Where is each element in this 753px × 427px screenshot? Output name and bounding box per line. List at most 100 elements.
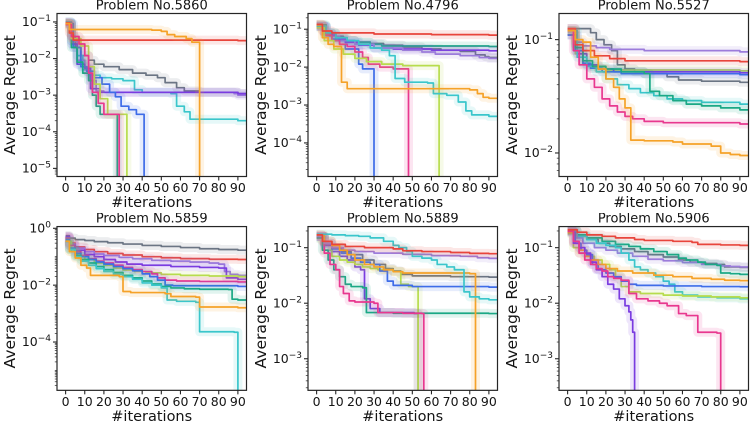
axes-spine <box>558 12 750 178</box>
series-line-orange <box>65 22 201 177</box>
x-tick-label: 40 <box>385 180 401 195</box>
axes-spine <box>307 225 499 391</box>
subplot-cell-3: 10−1 10−2 0 10 20 30 40 50 60 70 80 90 Problem No.55… <box>502 0 753 213</box>
subplot-cell-4: 100 10−2 10−4 0 10 20 30 40 50 60 70 80 90 Problem No… <box>0 213 251 427</box>
subplot-5860: 10−1 10−2 10−3 10−4 10−5 0 10 20 30 40 50 60 70 80 90 P… <box>1 0 248 211</box>
series-line-orange <box>316 24 498 100</box>
plot-title: Problem No.5889 <box>347 213 459 227</box>
x-tick-label: 0 <box>62 394 70 409</box>
series-line-blue-violet <box>65 21 247 95</box>
x-tick-label: 20 <box>347 180 363 195</box>
series-line-turquoise <box>316 233 498 301</box>
subplot-5859: 100 10−2 10−4 0 10 20 30 40 50 60 70 80 90 Problem No… <box>1 213 248 425</box>
x-tick-label: 90 <box>481 394 497 409</box>
series-line-red <box>567 27 749 63</box>
series-line-turquoise <box>316 25 498 118</box>
x-tick-label: 80 <box>713 394 729 409</box>
x-tick-label: 50 <box>153 394 169 409</box>
x-tick-label: 90 <box>230 394 246 409</box>
x-tick-label: 40 <box>134 180 150 195</box>
y-tick-label: 10−4 <box>22 334 51 349</box>
y-tick-label: 10−1 <box>524 240 553 255</box>
subplot-5889: 10−1 10−2 10−3 0 10 20 30 40 50 60 70 80 90 Problem N… <box>252 213 499 425</box>
x-tick-label: 50 <box>404 180 420 195</box>
series-line-magenta <box>567 230 722 391</box>
series-line-yellow-green <box>65 22 128 177</box>
x-tick-label: 30 <box>115 394 131 409</box>
x-tick-label: 10 <box>77 394 93 409</box>
series-line-magenta <box>567 29 749 125</box>
x-tick-label: 60 <box>675 180 691 195</box>
y-tick-label: 10−3 <box>524 351 553 366</box>
subplot-cell-6: 10−1 10−2 10−3 0 10 20 30 40 50 60 70 80 90 Problem N… <box>502 213 753 427</box>
y-tick-label: 10−1 <box>22 14 51 29</box>
x-tick-label: 20 <box>347 394 363 409</box>
plot-title: Problem No.5860 <box>96 0 208 14</box>
series-line-medium-purple <box>65 235 247 277</box>
x-tick-label: 70 <box>694 180 710 195</box>
x-tick-label: 30 <box>366 180 382 195</box>
x-tick-label: 80 <box>462 394 478 409</box>
x-axis-label: #iterations <box>362 409 443 425</box>
axes-spine <box>56 225 248 391</box>
series-line-yellow-green <box>316 26 440 177</box>
y-tick-label: 10−4 <box>22 124 51 139</box>
x-tick-label: 60 <box>173 180 189 195</box>
y-tick-label: 10−2 <box>273 59 302 74</box>
x-tick-label: 80 <box>211 394 227 409</box>
series-line-teal <box>65 22 119 177</box>
series-line-medium-purple <box>567 230 749 268</box>
x-tick-label: 60 <box>675 394 691 409</box>
x-tick-label: 40 <box>636 180 652 195</box>
x-axis-label: #iterations <box>613 195 694 211</box>
x-axis-label: #iterations <box>111 409 192 425</box>
plot-title: Problem No.5906 <box>598 213 710 227</box>
x-tick-label: 40 <box>134 394 150 409</box>
x-tick-label: 50 <box>655 180 671 195</box>
x-tick-label: 10 <box>579 180 595 195</box>
series-line-blue-violet <box>316 25 498 52</box>
y-tick-label: 10−4 <box>273 135 302 150</box>
x-tick-label: 70 <box>192 180 208 195</box>
x-tick-label: 10 <box>328 394 344 409</box>
x-tick-label: 10 <box>579 394 595 409</box>
y-tick-label: 10−3 <box>22 87 51 102</box>
x-tick-label: 90 <box>481 180 497 195</box>
y-tick-label: 10−2 <box>524 145 553 160</box>
x-tick-label: 50 <box>655 394 671 409</box>
x-tick-label: 20 <box>96 180 112 195</box>
x-tick-label: 0 <box>564 394 572 409</box>
x-tick-label: 90 <box>732 394 748 409</box>
series-line-blue-violet <box>567 230 636 391</box>
x-tick-label: 90 <box>732 180 748 195</box>
y-tick-label: 10−2 <box>22 51 51 66</box>
x-tick-label: 20 <box>598 394 614 409</box>
x-tick-label: 80 <box>211 180 227 195</box>
x-tick-label: 30 <box>617 394 633 409</box>
series-line-magenta <box>316 235 425 391</box>
series-line-turquoise <box>567 29 749 105</box>
x-tick-label: 20 <box>96 394 112 409</box>
series-line-orange <box>567 29 749 157</box>
x-tick-label: 70 <box>443 394 459 409</box>
series-line-magenta <box>65 23 121 177</box>
axes-spine <box>56 12 248 178</box>
x-axis-label: #iterations <box>362 195 443 211</box>
y-tick-label: 10−1 <box>524 32 553 47</box>
series-line-blue-violet <box>65 235 247 281</box>
y-tick-label: 10−3 <box>273 351 302 366</box>
x-tick-label: 30 <box>366 394 382 409</box>
series-line-turquoise <box>65 21 247 122</box>
axes-spine <box>558 225 750 391</box>
series-line-teal <box>567 29 749 111</box>
series-line-red <box>316 23 498 36</box>
series-line-gray <box>65 234 247 252</box>
x-tick-label: 0 <box>62 180 70 195</box>
subplot-cell-1: 10−1 10−2 10−3 10−4 10−5 0 10 20 30 40 50 60 70 80 90 P… <box>0 0 251 213</box>
series-line-red <box>567 228 749 247</box>
y-tick-label: 10−3 <box>273 97 302 112</box>
series-line-royal-blue <box>65 238 247 288</box>
x-tick-label: 0 <box>313 180 321 195</box>
y-axis-label: Average Regret <box>1 248 19 368</box>
